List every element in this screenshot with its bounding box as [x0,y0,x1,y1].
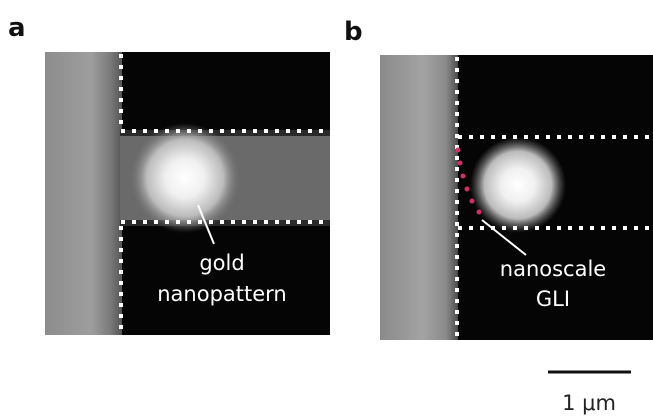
annotation: GLI [536,287,570,311]
micrograph-a: gold nanopattern [45,52,330,335]
figure: a b gold nanopattern nanoscale GLI 1 μm [0,0,653,419]
micrograph-b: nanoscale GLI [380,55,653,340]
annotation: nanopattern [157,282,287,306]
annotation: nanoscale [500,257,606,281]
annotation: gold [199,251,244,275]
panel-label: b [344,17,363,47]
scale-bar-label: 1 μm [562,391,616,415]
panel-label: a [8,13,26,43]
